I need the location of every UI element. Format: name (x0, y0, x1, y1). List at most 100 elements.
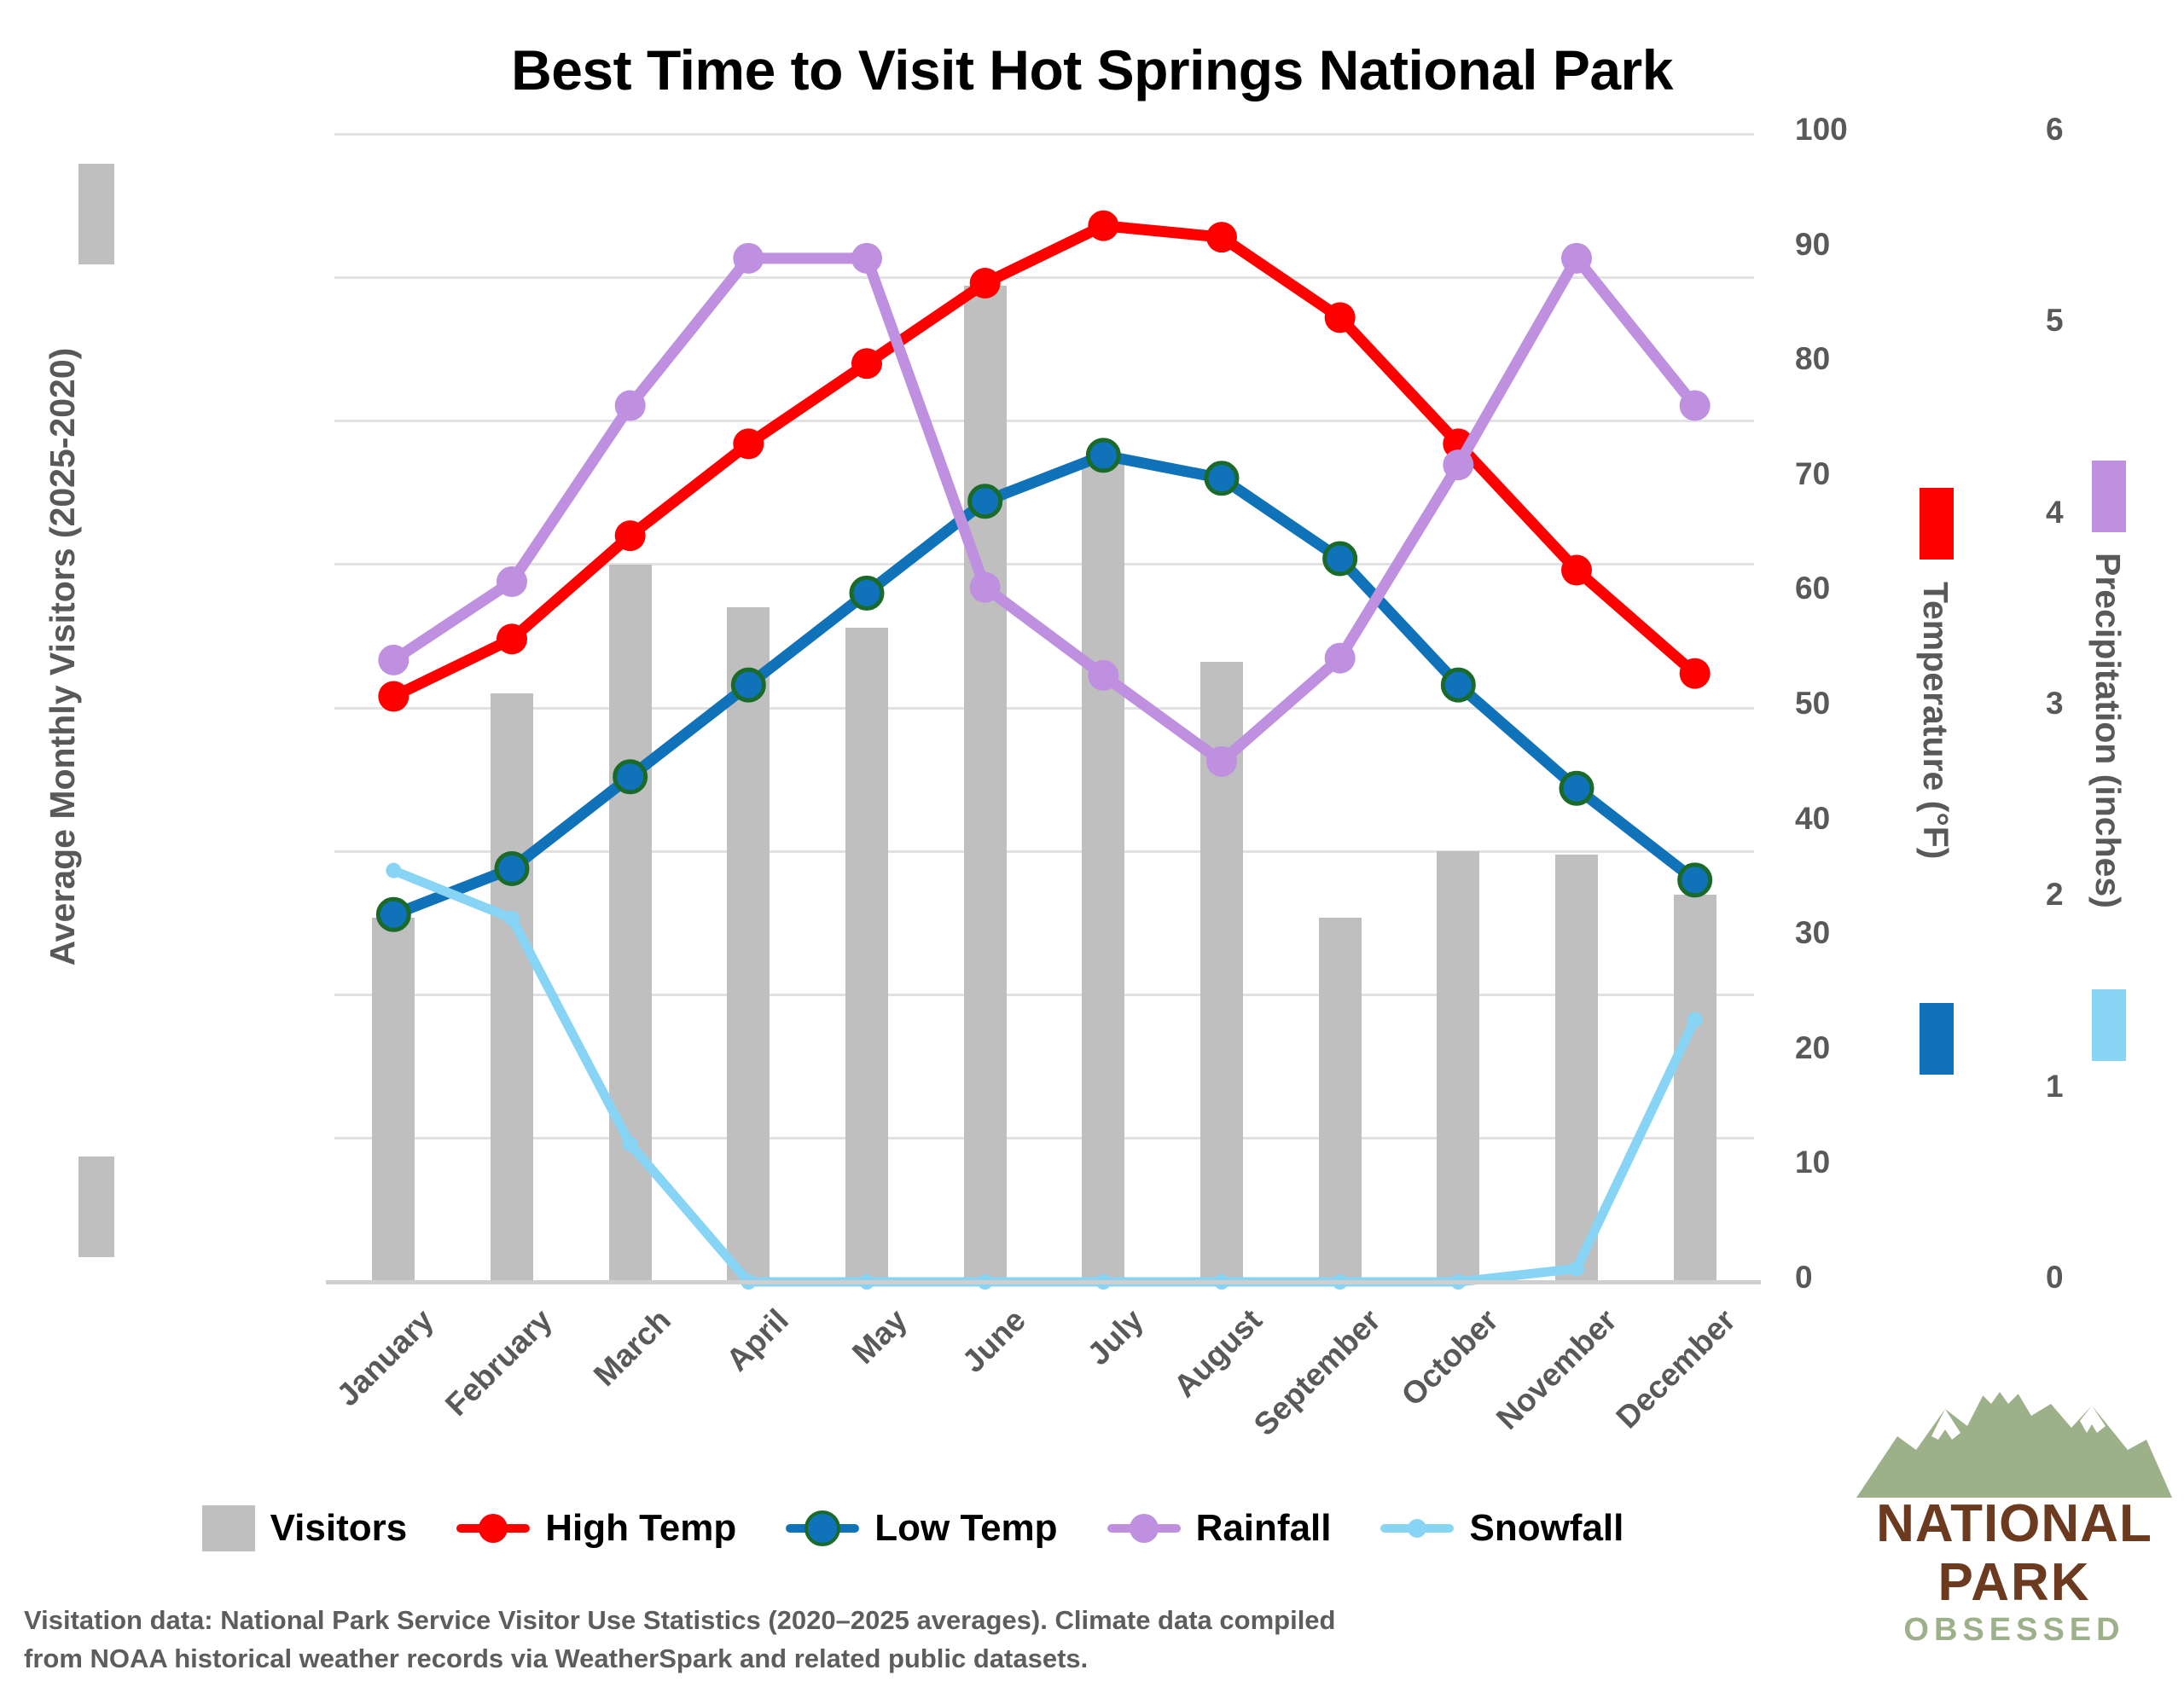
data-point (1559, 770, 1594, 806)
temperature-axis-tick: 60 (1795, 571, 1831, 606)
data-point (504, 910, 520, 926)
legend-line-icon (1107, 1514, 1181, 1543)
data-point (1677, 862, 1713, 898)
data-point (622, 1136, 638, 1152)
temperature-axis-tick: 50 (1795, 686, 1831, 721)
legend-label: High Temp (545, 1507, 737, 1549)
data-point (613, 759, 648, 795)
temperature-axis-tick: 70 (1795, 455, 1831, 491)
line-high-temp (387, 220, 1701, 703)
data-point (375, 896, 411, 932)
data-point (969, 571, 1001, 603)
line-low-temp (387, 449, 1701, 920)
temperature-axis-tick: 100 (1795, 112, 1848, 147)
data-point (967, 484, 1003, 519)
gridline (334, 275, 1754, 279)
legend-marker-icon (479, 1514, 508, 1543)
data-point (730, 667, 766, 703)
gridline (334, 420, 1754, 422)
temperature-axis-tick: 30 (1795, 915, 1831, 951)
temperature-swatch-low (1920, 1003, 1954, 1075)
x-axis-line (326, 1280, 1761, 1284)
legend-line-icon (456, 1514, 531, 1543)
legend-item-snowfall[interactable]: Snowfall (1380, 1507, 1623, 1550)
data-point (849, 575, 885, 611)
table-row (963, 286, 1007, 1282)
table-row (845, 627, 888, 1282)
precipitation-axis-tick: 4 (2046, 494, 2064, 530)
data-point (1206, 222, 1237, 253)
legend-label: Snowfall (1469, 1507, 1624, 1549)
precipitation-axis-tick: 6 (2046, 112, 2064, 147)
table-row (1318, 917, 1362, 1282)
data-point (1085, 438, 1121, 473)
data-point (386, 862, 402, 878)
data-point (1679, 390, 1711, 421)
logo-line-park: PARK (1937, 1553, 2091, 1612)
logo-line-national: NATIONAL (1876, 1494, 2152, 1553)
gridline (334, 994, 1754, 996)
data-point (1324, 642, 1356, 674)
legend-item-rainfall[interactable]: Rainfall (1107, 1507, 1332, 1550)
legend-marker-icon (804, 1510, 841, 1546)
source-footnote: Visitation data: National Park Service V… (24, 1605, 1336, 1673)
logo-line-obsessed: OBSESSED (1903, 1612, 2125, 1648)
legend-label: Rainfall (1195, 1507, 1332, 1549)
data-point (497, 565, 527, 597)
data-point (733, 242, 764, 274)
left-axis-label: Average Monthly Visitors (2025-2020) (43, 347, 82, 966)
data-point (851, 242, 882, 274)
plot-area (326, 132, 1761, 1290)
legend-line-icon (786, 1510, 860, 1546)
data-point (851, 348, 882, 380)
temperature-axis-tick: 90 (1795, 226, 1831, 262)
legend-item-low-temp[interactable]: Low Temp (786, 1507, 1058, 1550)
data-point (1561, 242, 1592, 274)
precipitation-swatch-snow (2092, 989, 2126, 1061)
data-point (1561, 554, 1592, 586)
precipitation-swatch-rain (2092, 461, 2126, 532)
page-title: Best Time to Visit Hot Springs National … (511, 38, 1673, 101)
chart-legend: Visitors High Temp Low Temp Rainfall Snowfal… (0, 1505, 1826, 1551)
data-point (1204, 461, 1240, 496)
data-point (1440, 667, 1476, 703)
precipitation-axis-tick: 0 (2046, 1260, 2064, 1295)
data-point (1443, 449, 1474, 481)
legend-item-visitors[interactable]: Visitors (201, 1505, 407, 1551)
data-point (1687, 1012, 1703, 1028)
table-row (1082, 461, 1125, 1282)
data-point (1206, 745, 1237, 777)
left-axis-swatch-bottom (78, 1157, 114, 1257)
temperature-axis-label: Temperature (°F) (1916, 582, 1955, 860)
table-row (1555, 854, 1598, 1282)
data-point (1679, 658, 1711, 689)
precipitation-axis-tick: 2 (2046, 877, 2064, 913)
line-rainfall (387, 252, 1701, 768)
line-snowfall (388, 866, 1700, 1287)
gridline (334, 132, 1754, 136)
table-row (372, 917, 415, 1282)
legend-item-high-temp[interactable]: High Temp (456, 1507, 736, 1550)
data-point (614, 390, 646, 421)
gridline (334, 849, 1754, 853)
data-point (969, 267, 1001, 299)
legend-line-icon (1380, 1519, 1455, 1538)
precipitation-axis-tick: 1 (2046, 1068, 2064, 1104)
data-point (378, 644, 410, 675)
gridline (334, 706, 1754, 710)
legend-label: Low Temp (874, 1507, 1058, 1549)
series-lines (375, 210, 1713, 1290)
temperature-swatch-high (1920, 488, 1954, 559)
precipitation-axis-tick: 3 (2046, 686, 2064, 721)
brand-logo: NATIONAL PARK OBSESSED (1856, 1354, 2172, 1661)
x-axis-tick-label: January (329, 1302, 441, 1413)
gridline (334, 563, 1754, 566)
data-point (378, 681, 410, 712)
table-row (491, 693, 533, 1282)
precipitation-axis-tick: 5 (2046, 303, 2064, 339)
data-point (733, 428, 764, 460)
precipitation-axis-label: Precipitation (inches) (2088, 553, 2128, 908)
temperature-axis-tick: 40 (1795, 800, 1831, 836)
table-row (727, 607, 770, 1282)
table-row (1673, 894, 1716, 1282)
